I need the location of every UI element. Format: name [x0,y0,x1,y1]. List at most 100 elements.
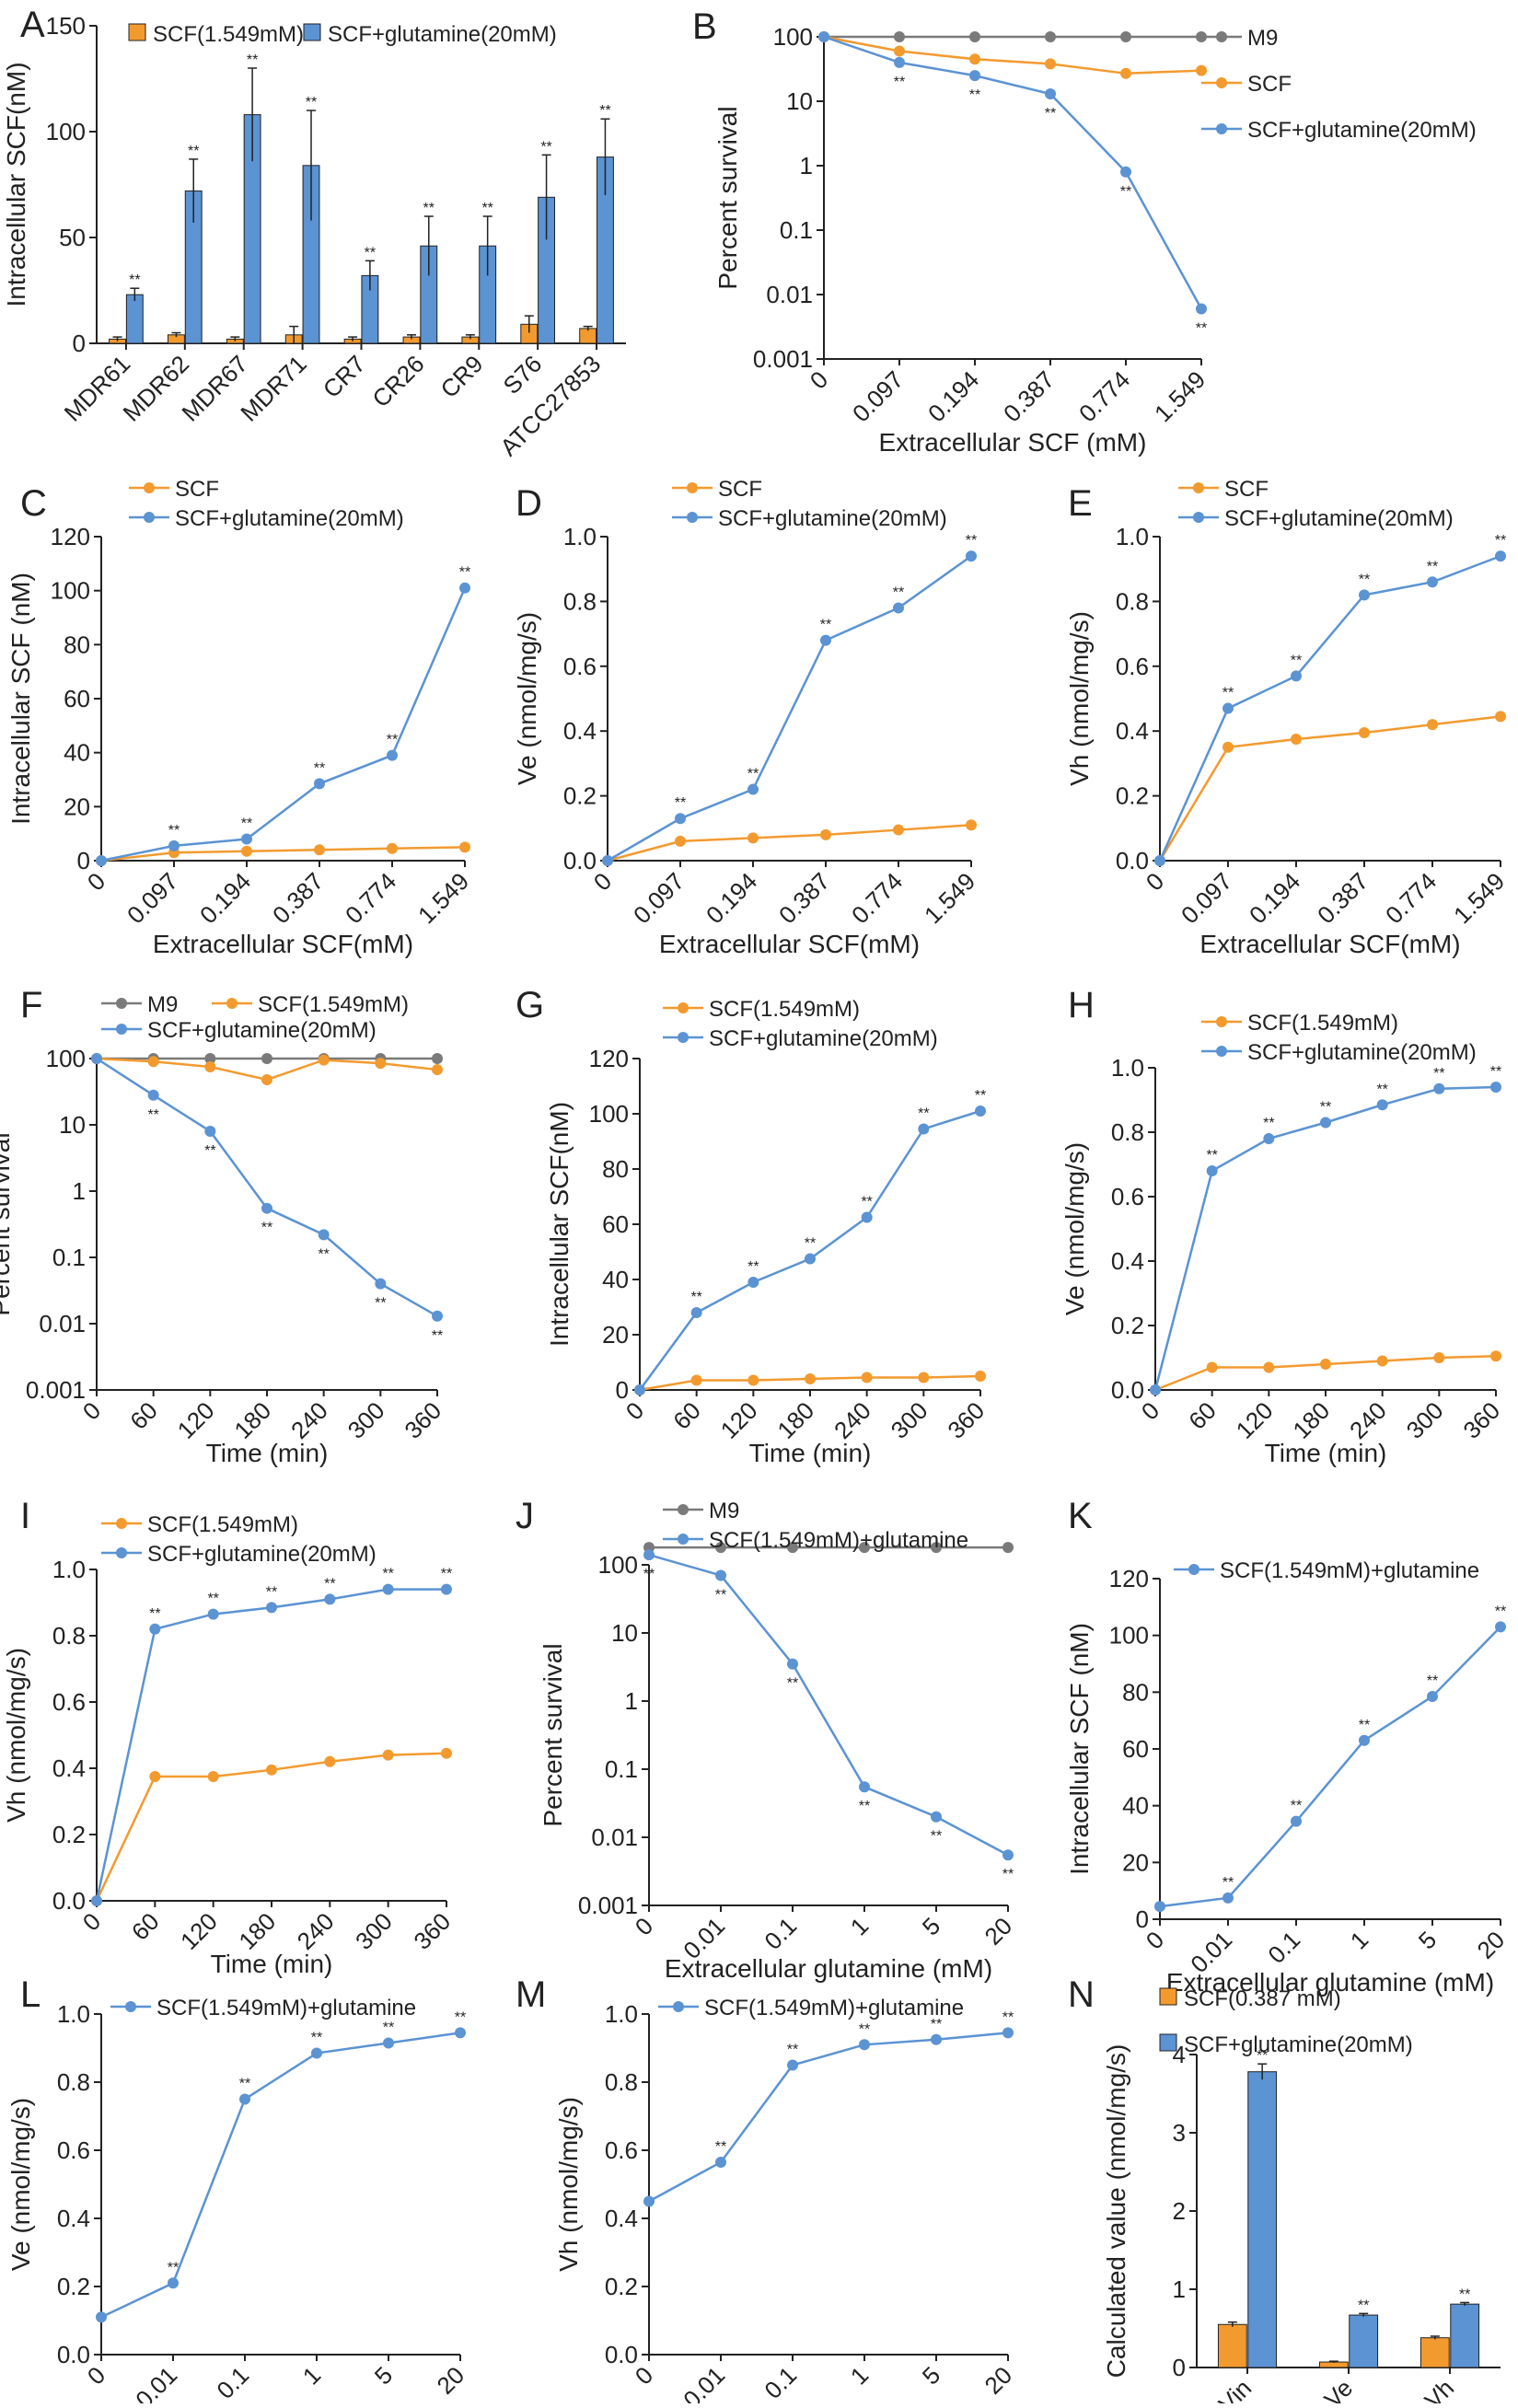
significance-mark: ** [241,816,252,832]
data-point [1291,670,1302,682]
x-tick-label: 1 [1345,1926,1373,1954]
significance-mark: ** [365,245,376,260]
panel-m: M 0.0 0.2 0.4 0.6 0.8 1.0 Vh (nmol/mg/s) 0 0.01 0.… [516,1974,1017,2408]
x-tick-label: 0 [620,1396,649,1425]
data-point [168,2277,179,2289]
y-tick-label: 0.4 [52,1754,86,1782]
panel-letter: A [20,5,45,45]
legend-marker [1193,512,1204,523]
series-line [1159,1626,1501,1908]
panel-letter: J [516,1496,534,1536]
x-tick-label: 0.194 [701,867,762,929]
y-tick-label: 0 [77,847,90,874]
x-axis-label: Extracellular SCF(mM) [153,930,413,958]
significance-mark: ** [261,1221,272,1236]
legend-marker [678,1534,689,1545]
y-tick-label: 0.6 [563,653,597,680]
data-point [266,1764,277,1776]
x-tick-label: 120 [715,1396,763,1444]
data-point [787,1542,798,1554]
data-point [747,1374,759,1386]
data-point [261,1053,272,1064]
y-axis-label: Intracellular SCF (nM) [6,573,35,825]
data-point [382,1749,394,1761]
panel-letter: C [20,483,47,524]
y-tick-label: 0.8 [605,2068,638,2096]
y-tick-label: 50 [59,224,86,251]
legend-label: M9 [147,992,178,1017]
significance-mark: ** [1427,1673,1438,1689]
legend-marker [1216,123,1227,134]
legend-label: SCF+glutamine(20mM) [147,1018,377,1043]
y-tick-label: 0.6 [1111,1183,1144,1210]
bar [125,294,144,344]
x-tick-label: 360 [399,1396,446,1444]
x-tick-label: 0 [805,365,833,394]
x-tick-label: 20 [979,1912,1018,1951]
x-tick-label: 60 [1183,1396,1222,1435]
data-point [1154,855,1165,866]
significance-mark: ** [966,533,977,549]
y-axis-label: Percent survival [539,1643,567,1826]
y-tick-label: 0.1 [780,216,813,244]
legend-marker [116,1547,127,1558]
x-tick-label: 300 [886,1396,933,1444]
legend-marker [673,2001,684,2012]
significance-mark: ** [1495,533,1506,549]
data-point [1291,734,1302,745]
data-point [382,1583,394,1595]
data-point [805,1253,816,1265]
y-tick-label: 0.6 [1116,653,1149,680]
significance-mark: ** [1002,2009,1014,2025]
panel-letter: G [516,985,544,1025]
x-tick-label: 1.549 [1448,867,1510,929]
x-tick-label: 0 [1136,1396,1165,1425]
legend-marker [144,512,155,523]
data-point [1376,1099,1388,1111]
significance-mark: ** [1459,2286,1470,2302]
significance-mark: ** [168,2260,179,2275]
significance-mark: ** [859,2021,870,2037]
x-tick-label: 0.1 [759,2361,802,2403]
y-tick-label: 3 [1173,2119,1186,2147]
legend-swatch [128,23,146,41]
legend-swatch [303,23,321,41]
y-axis-label: Ve (nmol/mg/s) [1060,1142,1089,1315]
data-point [96,2311,107,2323]
data-point [1002,1849,1014,1861]
y-tick-label: 80 [64,631,90,658]
x-tick-label: 0 [82,2361,110,2390]
significance-mark: ** [168,823,180,839]
data-point [149,1623,161,1635]
legend-label: SCF [1224,477,1269,502]
significance-mark: ** [1359,1718,1370,1733]
significance-mark: ** [455,2009,466,2025]
y-tick-label: 0.01 [591,1823,638,1851]
x-tick-label: 240 [292,1907,340,1955]
x-tick-label: 300 [342,1396,390,1444]
y-tick-label: 80 [1122,1678,1149,1706]
x-tick-label: 60 [124,1396,163,1435]
x-tick-label: 5 [369,2361,398,2390]
x-tick-label: 20 [1472,1926,1511,1964]
significance-mark: ** [540,139,551,155]
data-point [1359,1734,1370,1746]
legend-label: SCF(0.387 mM) [1184,1986,1341,2011]
data-point [1206,1165,1218,1176]
legend-label: SCF(1.549mM) [1247,1011,1398,1036]
significance-mark: ** [599,103,610,119]
significance-mark: ** [375,1296,386,1312]
y-axis-label: Intracellular SCF (nM) [1065,1623,1094,1875]
data-point [432,1064,443,1076]
data-point [931,2033,942,2045]
significance-mark: ** [1223,1875,1234,1891]
legend-marker [678,1002,689,1013]
data-point [1223,702,1234,714]
significance-mark: ** [969,87,980,103]
data-point [1263,1361,1275,1373]
y-tick-label: 0.001 [753,345,813,373]
significance-mark: ** [147,1107,158,1123]
x-tick-label: 60 [667,1396,706,1435]
